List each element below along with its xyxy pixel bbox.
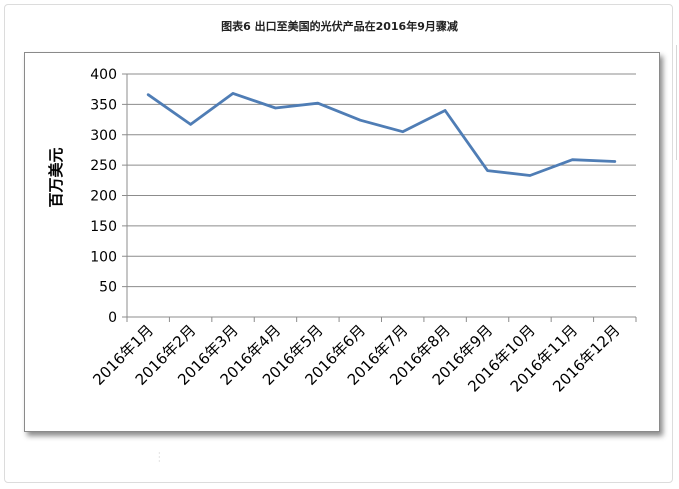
data-point-2 (189, 123, 192, 126)
data-point-6 (359, 118, 362, 122)
data-point-9 (486, 169, 489, 172)
y-tick-label-400: 400 (90, 67, 117, 83)
gridlines (127, 73, 636, 318)
line-chart: 0 50 100 150 200 250 300 350 400 2016年1月2016年2月2… (47, 67, 637, 396)
y-tick-label-0: 0 (108, 310, 117, 326)
series-line (146, 92, 617, 177)
y-tick-label-100: 100 (90, 249, 117, 265)
edge-divider (676, 45, 677, 160)
x-tick-labels: 2016年1月2016年2月2016年3月2016年4月2016年5月2016年… (89, 321, 623, 395)
data-point-12 (613, 160, 616, 163)
y-tick-label-150: 150 (90, 219, 117, 235)
series (146, 92, 617, 177)
data-point-11 (571, 158, 574, 161)
y-tick-labels: 0 50 100 150 200 250 300 350 400 (90, 67, 117, 326)
y-tick-label-200: 200 (90, 189, 117, 205)
data-point-7 (401, 130, 404, 133)
axes (122, 73, 637, 322)
y-tick-label-350: 350 (90, 97, 117, 113)
figure-title: 图表6 出口至美国的光伏产品在2016年9月骤减 (221, 20, 458, 33)
y-tick-label-250: 250 (90, 158, 117, 174)
data-point-4 (274, 106, 277, 110)
data-point-1 (147, 93, 150, 96)
y-axis-label: 百万美元 (47, 147, 65, 207)
data-point-5 (316, 101, 320, 105)
chart-frame: 0 50 100 150 200 250 300 350 400 2016年1月 2016年2月 2… (24, 52, 660, 432)
footer-marker: · · · (158, 449, 161, 466)
data-point-3 (231, 92, 235, 95)
y-tick-label-50: 50 (99, 280, 117, 296)
y-tick-label-300: 300 (90, 128, 117, 144)
data-point-10 (528, 174, 532, 177)
data-point-8 (443, 109, 447, 112)
